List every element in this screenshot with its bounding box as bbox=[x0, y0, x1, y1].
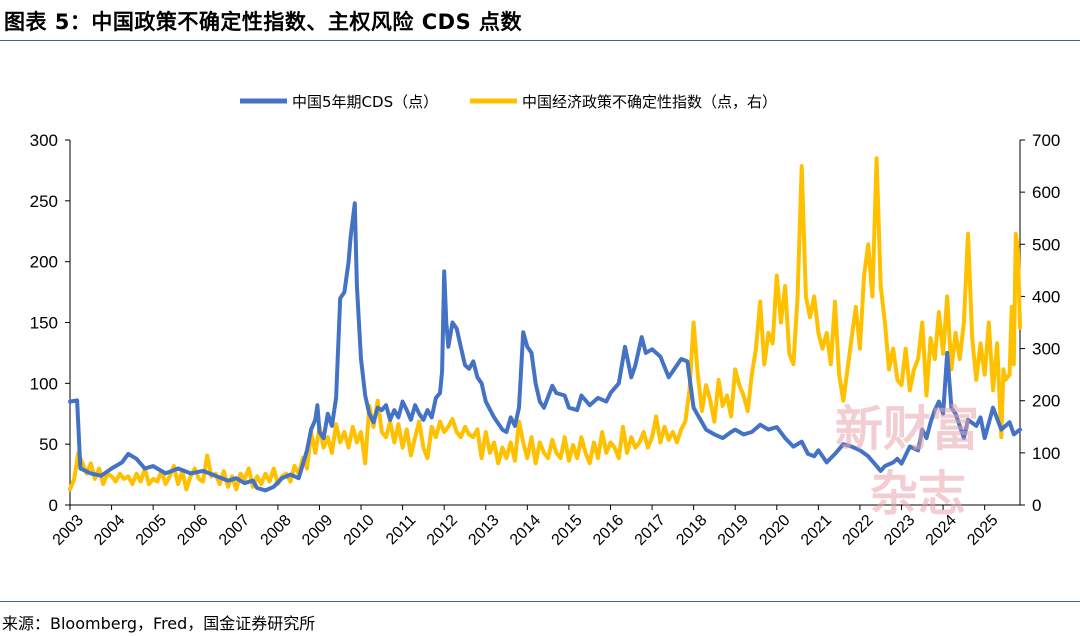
right-tick-label: 100 bbox=[1032, 444, 1060, 463]
left-tick-label: 100 bbox=[30, 374, 58, 393]
x-tick-label: 2015 bbox=[549, 512, 586, 549]
right-tick-label: 700 bbox=[1032, 131, 1060, 150]
x-tick-label: 2004 bbox=[91, 512, 128, 549]
x-tick-label: 2014 bbox=[507, 512, 544, 549]
x-tick-label: 2005 bbox=[133, 512, 170, 549]
x-tick-label: 2006 bbox=[174, 512, 211, 549]
bottom-divider bbox=[0, 601, 1080, 602]
x-tick-label: 2025 bbox=[964, 512, 1001, 549]
left-tick-label: 0 bbox=[49, 496, 58, 515]
x-tick-label: 2019 bbox=[715, 512, 752, 549]
x-tick-label: 2017 bbox=[632, 512, 669, 549]
watermark-line1: 新财富 bbox=[835, 401, 979, 457]
line-chart: 中国5年期CDS（点） 中国经济政策不确定性指数（点，右） 0 50 100 150 2… bbox=[30, 93, 1061, 549]
left-tick-label: 50 bbox=[39, 435, 58, 454]
x-tick-label: 2003 bbox=[50, 512, 87, 549]
left-tick-label: 150 bbox=[30, 314, 58, 333]
right-tick-label: 300 bbox=[1032, 340, 1060, 359]
series-line-cds bbox=[68, 201, 1022, 493]
right-tick-label: 400 bbox=[1032, 287, 1060, 306]
x-tick-label: 2012 bbox=[424, 512, 461, 549]
left-tick-label: 200 bbox=[30, 253, 58, 272]
x-tick-label: 2018 bbox=[673, 512, 710, 549]
x-tick-label: 2016 bbox=[590, 512, 627, 549]
x-tick-label: 2008 bbox=[258, 512, 295, 549]
right-tick-label: 600 bbox=[1032, 183, 1060, 202]
x-tick-label: 2020 bbox=[756, 512, 793, 549]
watermark-line2: 杂志 bbox=[870, 466, 966, 522]
source-note: 来源：Bloomberg，Fred，国金证券研究所 bbox=[2, 614, 316, 633]
x-tick-label: 2021 bbox=[798, 512, 835, 549]
x-tick-label: 2011 bbox=[383, 512, 419, 548]
right-axis-ticks: 0 100 200 300 400 500 600 700 bbox=[1020, 131, 1060, 515]
series-layer bbox=[68, 156, 1022, 493]
chart-legend: 中国5年期CDS（点） 中国经济政策不确定性指数（点，右） bbox=[240, 93, 777, 111]
chart-title: 图表 5：中国政策不确定性指数、主权风险 CDS 点数 bbox=[4, 10, 523, 34]
right-tick-label: 200 bbox=[1032, 392, 1060, 411]
x-tick-label: 2010 bbox=[341, 512, 378, 549]
left-axis-ticks: 0 50 100 150 200 250 300 bbox=[30, 131, 70, 515]
right-tick-label: 500 bbox=[1032, 235, 1060, 254]
top-divider bbox=[0, 40, 1080, 41]
left-tick-label: 300 bbox=[30, 131, 58, 150]
legend-label-cds: 中国5年期CDS（点） bbox=[292, 93, 438, 111]
right-tick-label: 0 bbox=[1032, 496, 1041, 515]
left-tick-label: 250 bbox=[30, 192, 58, 211]
x-tick-label: 2013 bbox=[465, 512, 502, 549]
x-axis-ticks: 2003 2004 2005 2006 2007 2008 2009 2010 2011 2012… bbox=[50, 505, 1002, 549]
legend-label-epu: 中国经济政策不确定性指数（点，右） bbox=[522, 93, 777, 111]
watermark: 新财富 杂志 bbox=[835, 401, 979, 522]
x-tick-label: 2007 bbox=[216, 512, 253, 549]
x-tick-label: 2009 bbox=[299, 512, 336, 549]
